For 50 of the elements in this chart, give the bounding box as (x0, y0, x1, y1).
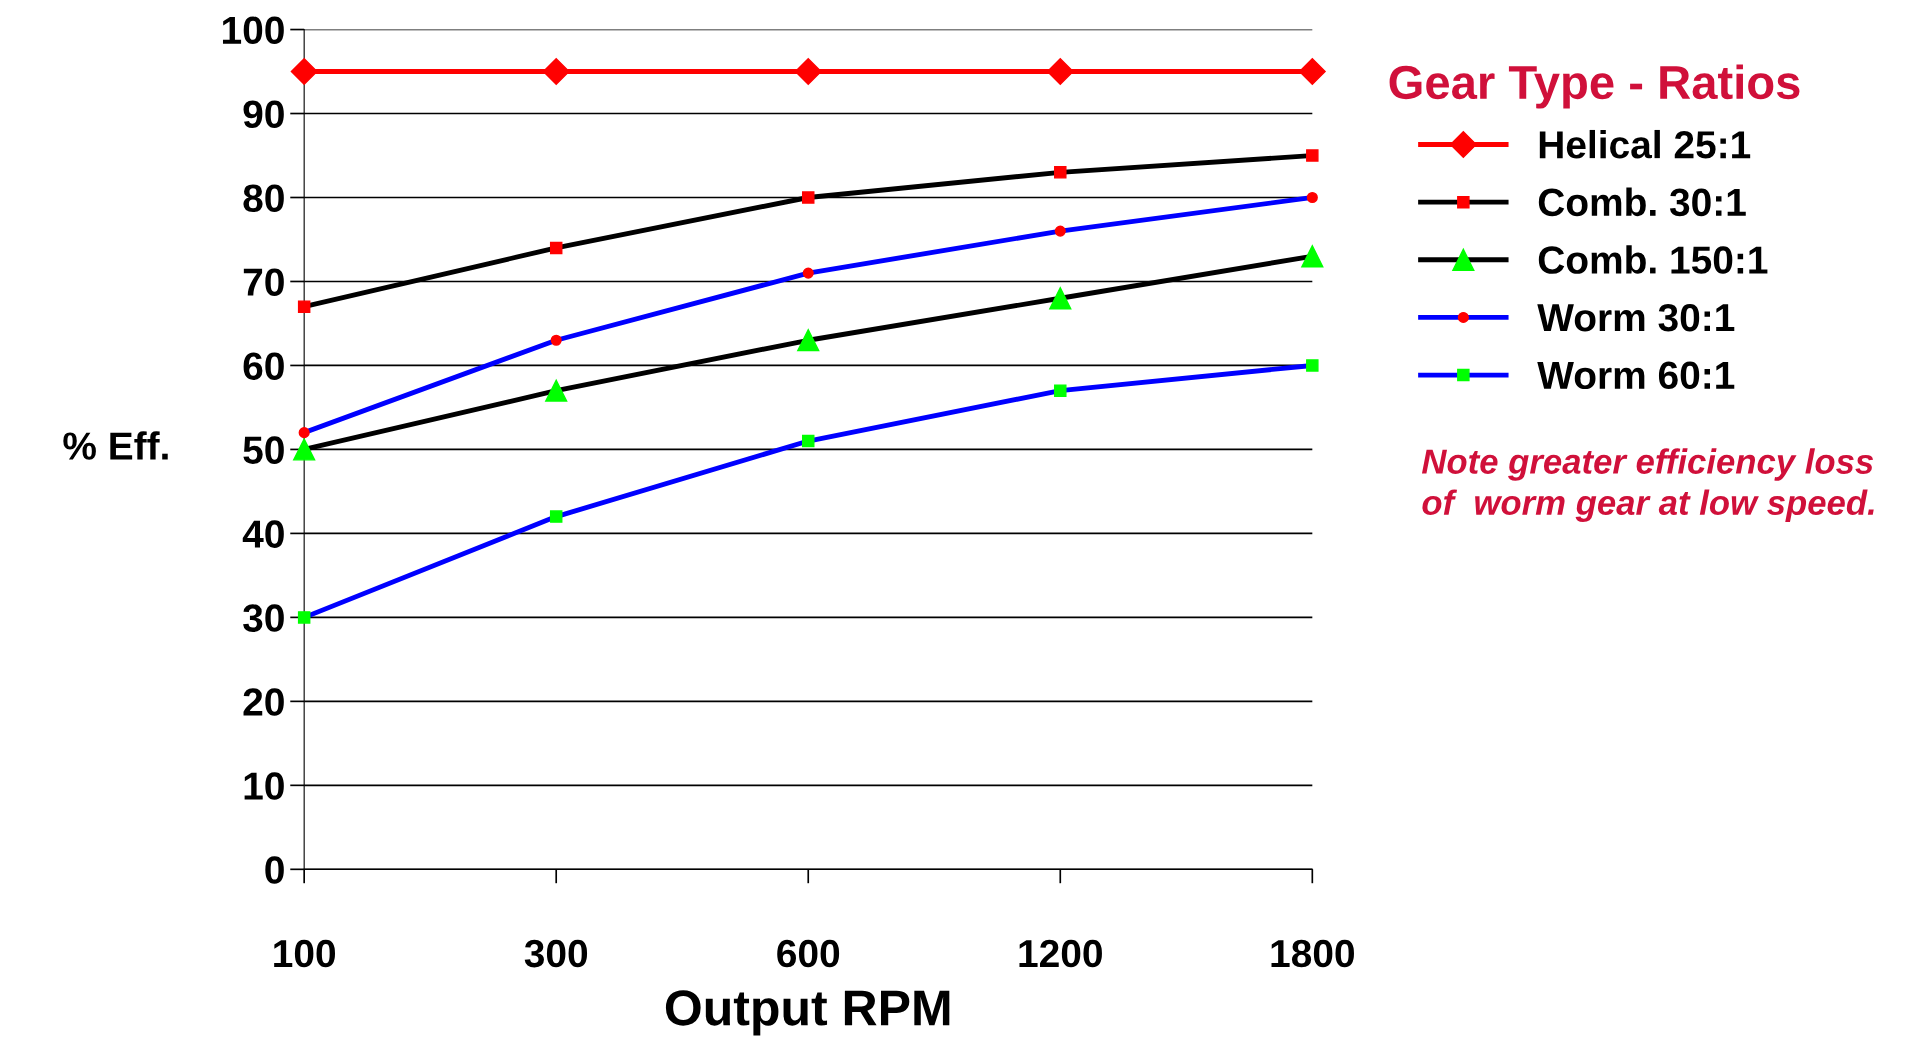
x-tick-label: 100 (274, 939, 336, 968)
x-tick-label: 1800 (1271, 939, 1354, 968)
y-tick-label: 60 (243, 352, 284, 380)
point (797, 329, 820, 352)
point (297, 611, 311, 624)
point (550, 334, 562, 346)
point (1054, 225, 1066, 237)
point (801, 434, 815, 448)
point (802, 267, 814, 279)
point (297, 300, 311, 313)
x-tick-label: 300 (524, 939, 588, 968)
legend-title: Gear Type - Ratios (1389, 64, 1800, 109)
legend-label: Helical 25:1 (1539, 129, 1751, 159)
y-tick-label: 50 (243, 436, 284, 464)
point (290, 58, 318, 85)
y-tick-label: 90 (243, 100, 284, 128)
y-tick-label: 20 (243, 688, 284, 716)
point (545, 379, 568, 402)
point (1306, 149, 1319, 162)
x-tick-label: 600 (777, 939, 840, 968)
point (1306, 359, 1319, 372)
point (801, 191, 815, 204)
point (1298, 58, 1326, 85)
point (298, 427, 310, 439)
point (1049, 287, 1072, 310)
y-tick-label: 80 (243, 184, 284, 212)
y-tick-label: 40 (242, 520, 284, 548)
point (1054, 384, 1067, 397)
y-tick-label: 100 (222, 16, 284, 45)
point (293, 438, 316, 461)
x-tick-label: 1200 (1019, 939, 1102, 968)
y-tick-label: 70 (243, 268, 284, 296)
y-axis-title: % Eff. (63, 431, 168, 460)
text: Note greater efficiency loss of worm gear at low speed. (1421, 448, 1874, 522)
legend-label: Comb. 30:1 (1538, 187, 1746, 217)
legend-label: Comb. 150:1 (1538, 245, 1768, 274)
y-tick-label: 0 (265, 856, 284, 884)
y-tick-label: 30 (243, 604, 284, 632)
point (1054, 166, 1067, 179)
point (549, 510, 563, 523)
point (549, 241, 563, 255)
point (542, 58, 570, 85)
point (1301, 245, 1324, 268)
legend-label: Worm 60:1 (1537, 361, 1735, 390)
point (1046, 58, 1074, 85)
point (794, 58, 822, 85)
y-tick-label: 10 (244, 772, 284, 800)
x-axis-title: Output RPM (665, 990, 950, 1036)
legend-label: Worm 30:1 (1537, 303, 1735, 332)
point (1306, 191, 1318, 204)
